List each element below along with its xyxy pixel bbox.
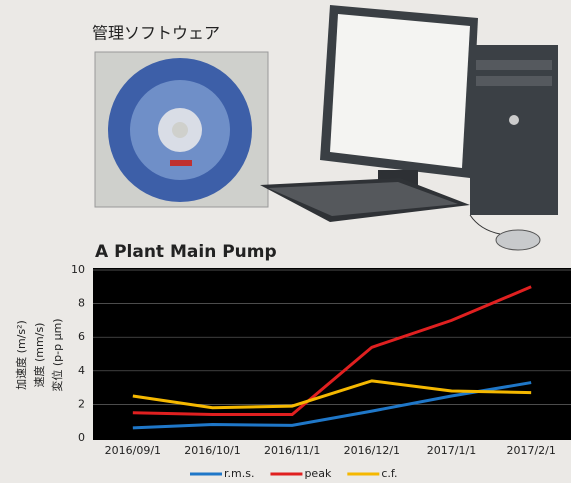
software-label: 管理ソフトウェア	[92, 24, 220, 43]
y-axis-label: 加速度 (m/s²)	[14, 320, 28, 390]
legend-label: r.m.s.	[224, 467, 254, 480]
y-tick-label: 6	[78, 330, 85, 343]
cd-illustration	[95, 52, 268, 207]
y-axis-label: 変位 (p-p μm)	[50, 318, 64, 391]
y-tick-label: 10	[71, 263, 85, 276]
y-tick-label: 8	[78, 297, 85, 310]
x-tick-label: 2016/12/1	[344, 444, 400, 457]
y-tick-label: 0	[78, 431, 85, 444]
y-tick-label: 2	[78, 397, 85, 410]
y-axis-label: 速度 (mm/s)	[32, 323, 46, 388]
x-tick-label: 2017/1/1	[427, 444, 476, 457]
x-tick-label: 2017/2/1	[506, 444, 555, 457]
y-tick-label: 4	[78, 364, 85, 377]
x-tick-label: 2016/11/1	[264, 444, 320, 457]
page: 管理ソフトウェア A Plant Main Pump 0 2 4 6 8 10 加速度 (m…	[0, 0, 571, 483]
legend-label: c.f.	[381, 467, 397, 480]
chart-title: A Plant Main Pump	[95, 242, 277, 262]
legend-label: peak	[304, 467, 331, 480]
x-tick-label: 2016/10/1	[184, 444, 240, 457]
x-tick-label: 2016/09/1	[105, 444, 161, 457]
